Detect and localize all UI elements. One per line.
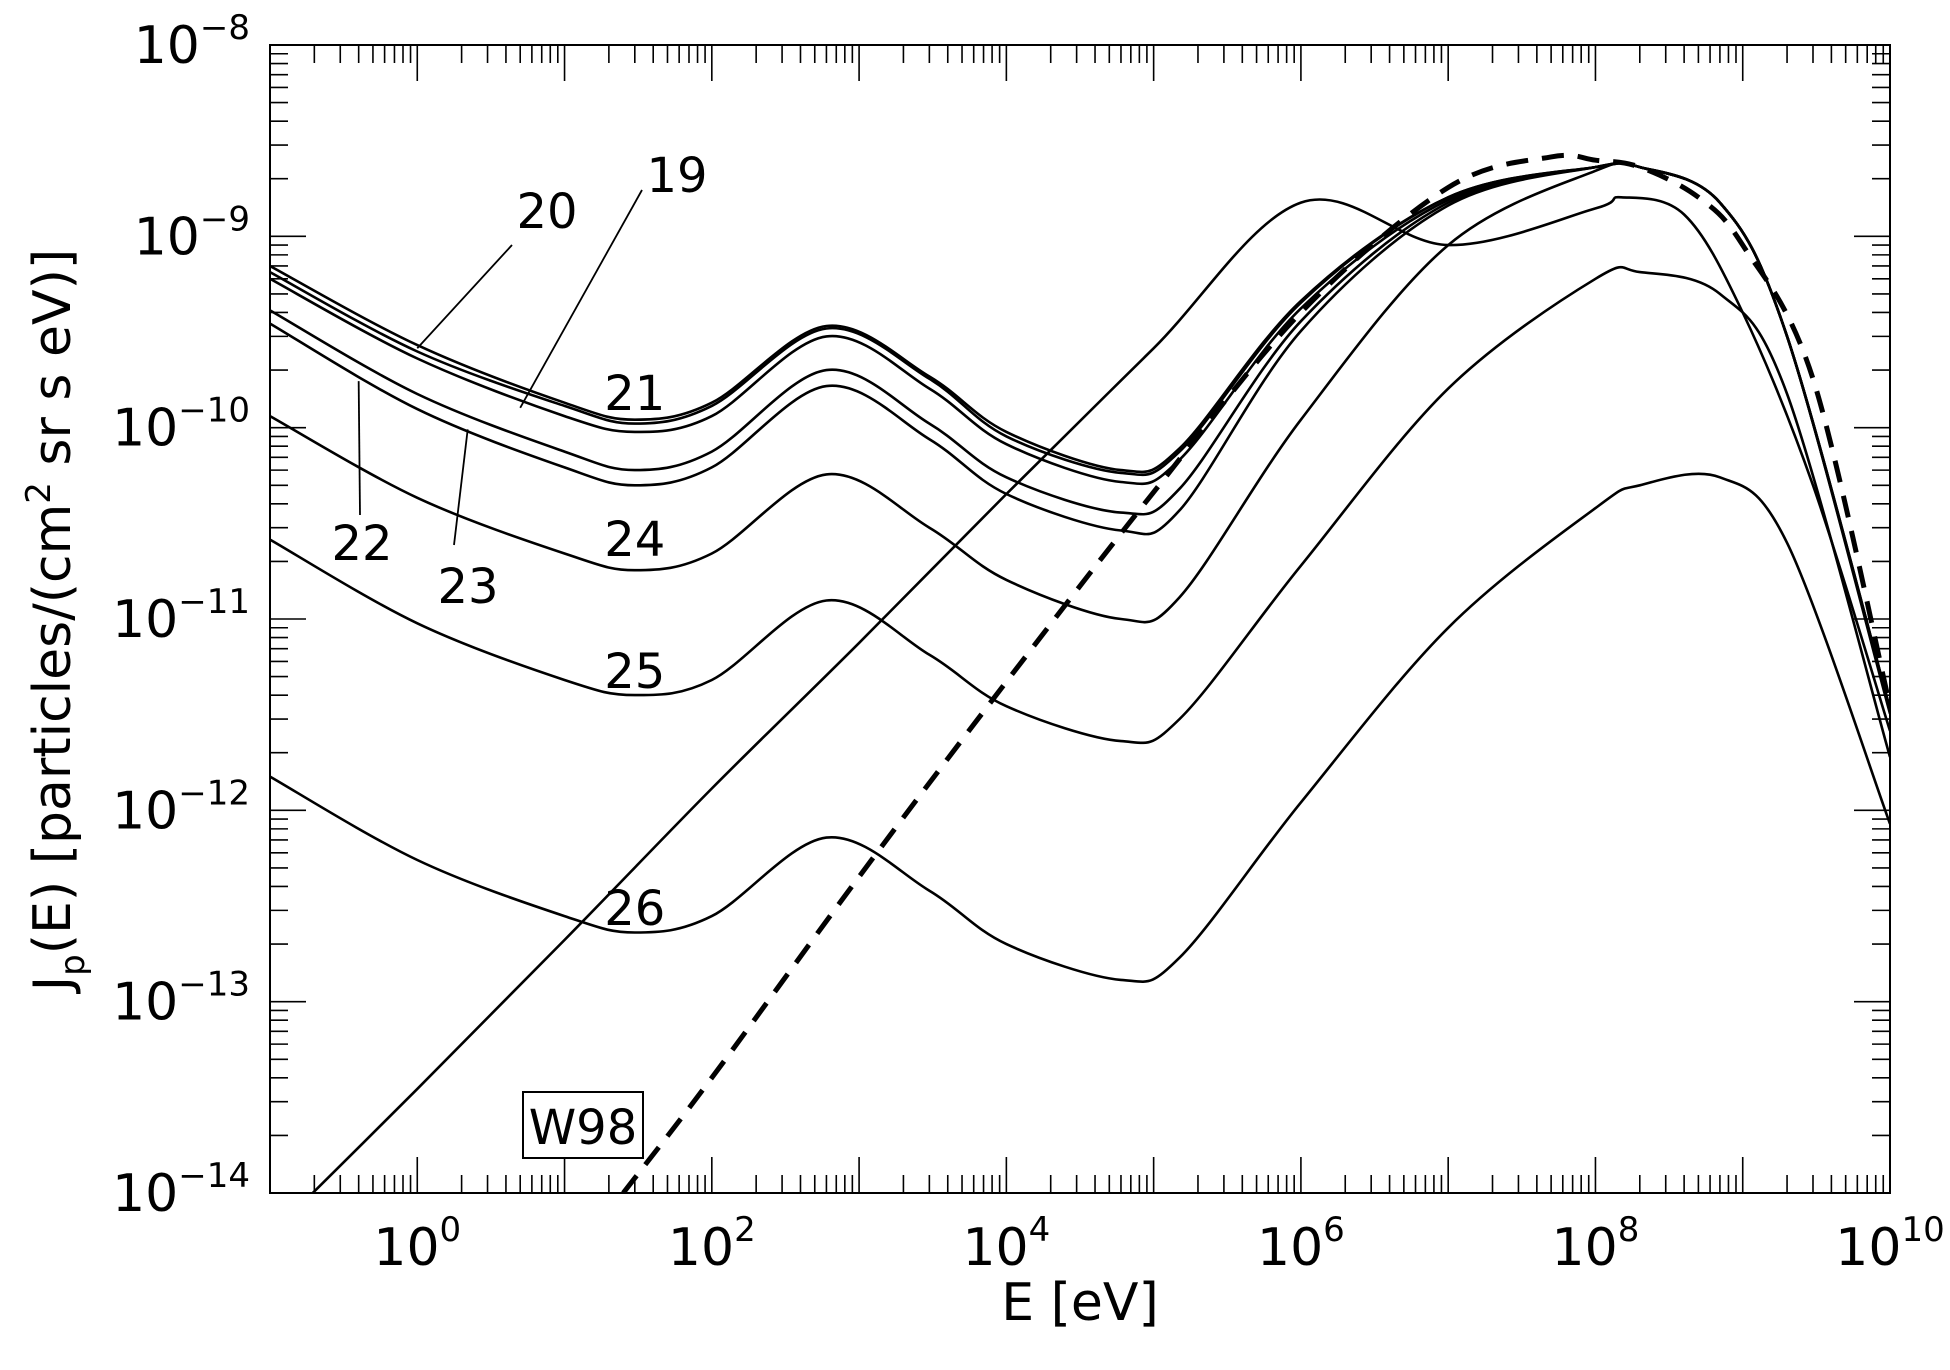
series-23-label: 23 xyxy=(437,559,498,615)
x-tick-label-base: 10 xyxy=(1257,1218,1323,1278)
y-tick-label-exp: −8 xyxy=(200,8,250,48)
series-19-leader xyxy=(519,189,643,409)
series-20-leader xyxy=(416,244,513,349)
y-tick-label: 10−10 xyxy=(112,391,250,459)
series-25-label: 25 xyxy=(604,644,665,700)
series-line xyxy=(310,195,1890,1193)
tick-labels: 100 102 104 106 108 101010−1410−1310−1210−111… xyxy=(112,8,1945,1278)
x-tick-label-exp: 8 xyxy=(1618,1210,1640,1250)
y-tick-label: 10−14 xyxy=(112,1156,250,1224)
series-25-line xyxy=(270,265,1890,758)
y-tick-label-base: 10 xyxy=(112,1164,178,1224)
y-tick-label: 10−8 xyxy=(134,8,250,76)
series-23-line xyxy=(270,161,1890,712)
y-axis-title-j: J xyxy=(23,976,83,994)
y-tick-label-base: 10 xyxy=(112,590,178,650)
x-tick-label-exp: 6 xyxy=(1323,1210,1345,1250)
y-tick-label-base: 10 xyxy=(112,399,178,459)
y-axis-title-sup: 2 xyxy=(19,482,59,504)
series-23-leader xyxy=(453,429,469,546)
y-tick-label: 10−13 xyxy=(112,965,250,1033)
x-tick-label-exp: 0 xyxy=(440,1210,462,1250)
x-tick-label-base: 10 xyxy=(668,1218,734,1278)
series-22-label: 22 xyxy=(331,516,392,572)
series-w98-label-box xyxy=(522,1091,644,1159)
series-22-leader xyxy=(357,381,361,516)
y-axis-title-mid: (E) [particles/(cm xyxy=(23,504,83,955)
x-tick-label-base: 10 xyxy=(373,1218,439,1278)
x-tick-label-base: 10 xyxy=(962,1218,1028,1278)
y-tick-label: 10−9 xyxy=(134,199,250,267)
series-curves xyxy=(270,160,1890,1193)
y-axis-title-sub: p xyxy=(53,954,93,976)
y-tick-label-exp: −14 xyxy=(178,1156,250,1196)
x-axis-title: E [eV] xyxy=(1001,1273,1159,1333)
y-tick-label: 10−12 xyxy=(112,773,250,841)
series-w98-label: W98 xyxy=(529,1100,638,1156)
series-19-line xyxy=(270,161,1890,709)
x-tick-label: 100 xyxy=(373,1210,461,1278)
y-tick-label-base: 10 xyxy=(112,973,178,1033)
series-24-label: 24 xyxy=(604,512,665,568)
series-21-line xyxy=(270,161,1890,712)
dashed-curve xyxy=(621,152,1890,1193)
y-tick-label-base: 10 xyxy=(134,207,200,267)
x-tick-label-base: 10 xyxy=(1835,1218,1901,1278)
x-tick-label: 108 xyxy=(1552,1210,1640,1278)
plot-frame xyxy=(269,44,1891,1194)
series-20-line xyxy=(270,161,1890,709)
x-tick-label-exp: 10 xyxy=(1901,1210,1944,1250)
series-22-line xyxy=(270,161,1890,712)
y-tick-label-exp: −12 xyxy=(178,773,250,813)
y-axis-title-suffix: sr s eV)] xyxy=(23,249,83,482)
x-tick-label: 104 xyxy=(962,1210,1050,1278)
series-21-label: 21 xyxy=(604,366,665,422)
y-tick-label-exp: −10 xyxy=(178,391,250,431)
x-tick-label-base: 10 xyxy=(1552,1218,1618,1278)
series-labels: 21 24 25 26 20 19 22 23 W98 xyxy=(331,148,708,1159)
y-tick-label-exp: −11 xyxy=(178,582,250,622)
y-tick-label-base: 10 xyxy=(134,16,200,76)
series-w98-line xyxy=(621,152,1890,1193)
y-tick-label-exp: −9 xyxy=(200,199,250,239)
series-19-label: 19 xyxy=(646,148,707,204)
y-axis-title: Jp(E) [particles/(cm2 sr s eV)] xyxy=(19,249,93,994)
series-24-line xyxy=(270,160,1890,715)
x-tick-label: 1010 xyxy=(1835,1210,1944,1278)
y-tick-label-exp: −13 xyxy=(178,965,250,1005)
series-20-label: 20 xyxy=(516,184,577,240)
x-tick-label-exp: 2 xyxy=(734,1210,756,1250)
axis-ticks xyxy=(269,44,1891,1194)
series-26-label: 26 xyxy=(604,881,665,937)
y-tick-label-base: 10 xyxy=(112,781,178,841)
y-tick-label: 10−11 xyxy=(112,582,250,650)
x-tick-label-exp: 4 xyxy=(1029,1210,1051,1250)
x-tick-label: 102 xyxy=(668,1210,756,1278)
series-26-line xyxy=(270,472,1890,983)
x-tick-label: 106 xyxy=(1257,1210,1345,1278)
